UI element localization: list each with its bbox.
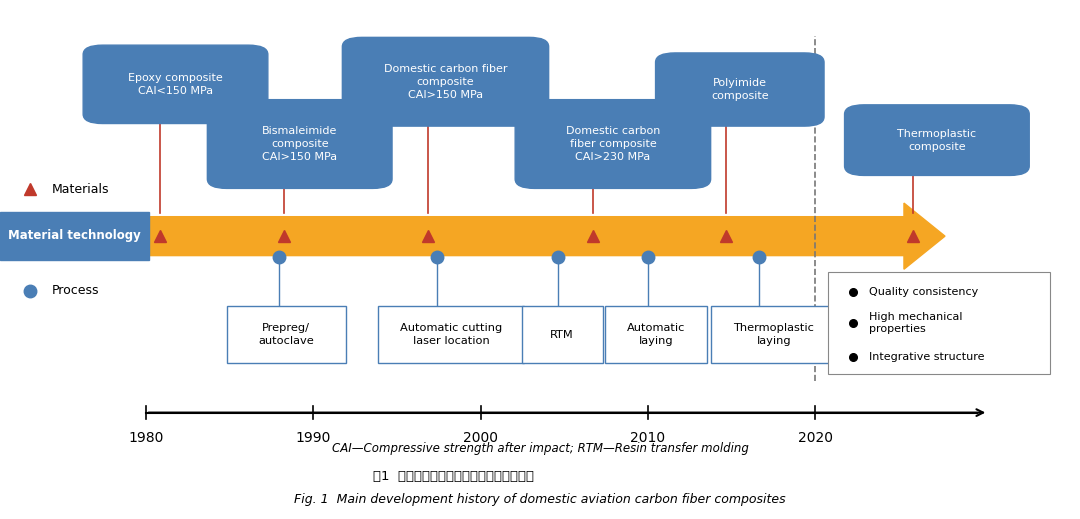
FancyBboxPatch shape <box>828 272 1050 374</box>
FancyBboxPatch shape <box>227 306 346 363</box>
Text: Quality consistency: Quality consistency <box>869 288 978 297</box>
Text: Polyimide
composite: Polyimide composite <box>711 78 769 101</box>
Text: Bismaleimide
composite
CAI>150 MPa: Bismaleimide composite CAI>150 MPa <box>262 126 337 162</box>
Text: Materials: Materials <box>52 183 109 196</box>
Text: Domestic carbon
fiber composite
CAI>230 MPa: Domestic carbon fiber composite CAI>230 … <box>566 126 660 162</box>
FancyBboxPatch shape <box>378 306 524 363</box>
FancyBboxPatch shape <box>522 306 603 363</box>
FancyBboxPatch shape <box>515 100 711 188</box>
Text: Process: Process <box>52 284 99 297</box>
Text: Automatic
laying: Automatic laying <box>626 323 686 346</box>
FancyBboxPatch shape <box>656 53 824 126</box>
FancyBboxPatch shape <box>845 105 1029 175</box>
Text: Thermoplastic
laying: Thermoplastic laying <box>733 323 814 346</box>
Text: 图1  国内航空碳纤维结构复合材料发展历程: 图1 国内航空碳纤维结构复合材料发展历程 <box>373 470 535 483</box>
Text: High mechanical
properties: High mechanical properties <box>869 312 963 334</box>
Text: Prepreg/
autoclave: Prepreg/ autoclave <box>258 323 314 346</box>
FancyBboxPatch shape <box>605 306 707 363</box>
FancyBboxPatch shape <box>711 306 837 363</box>
Text: Automatic cutting
laser location: Automatic cutting laser location <box>400 323 502 346</box>
FancyBboxPatch shape <box>0 212 149 260</box>
Text: RTM: RTM <box>551 330 573 340</box>
FancyBboxPatch shape <box>342 37 549 126</box>
FancyBboxPatch shape <box>207 100 392 188</box>
Text: 2020: 2020 <box>798 431 833 445</box>
FancyArrow shape <box>146 203 945 269</box>
Text: Domestic carbon fiber
composite
CAI>150 MPa: Domestic carbon fiber composite CAI>150 … <box>383 63 508 100</box>
Text: 2000: 2000 <box>463 431 498 445</box>
Text: 1980: 1980 <box>129 431 163 445</box>
Text: 2010: 2010 <box>631 431 665 445</box>
Text: Material technology: Material technology <box>9 229 140 242</box>
Text: 1990: 1990 <box>296 431 330 445</box>
Text: Fig. 1  Main development history of domestic aviation carbon fiber composites: Fig. 1 Main development history of domes… <box>294 493 786 506</box>
Text: Epoxy composite
CAI<150 MPa: Epoxy composite CAI<150 MPa <box>129 73 222 96</box>
FancyBboxPatch shape <box>83 45 268 124</box>
Text: Integrative structure: Integrative structure <box>869 352 985 362</box>
Text: Thermoplastic
composite: Thermoplastic composite <box>897 129 976 152</box>
Text: CAI—Compressive strength after impact; RTM—Resin transfer molding: CAI—Compressive strength after impact; R… <box>332 442 748 456</box>
